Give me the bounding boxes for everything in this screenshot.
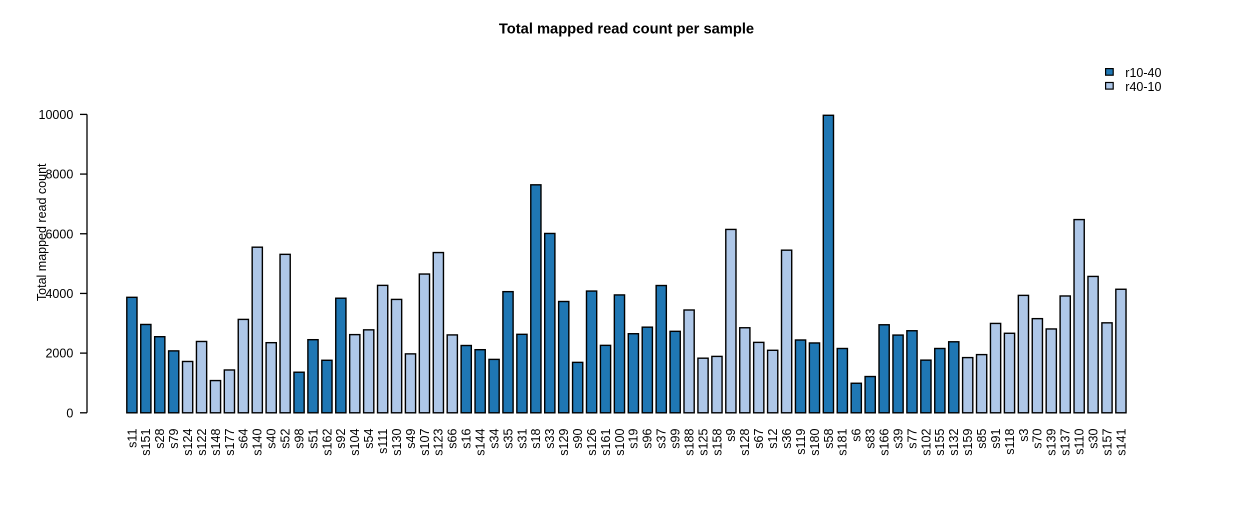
svg-text:s52: s52 — [278, 429, 292, 449]
svg-text:6000: 6000 — [45, 227, 73, 241]
svg-text:s11: s11 — [125, 429, 139, 448]
svg-text:4000: 4000 — [45, 287, 73, 301]
svg-text:s91: s91 — [989, 429, 1003, 449]
svg-text:s90: s90 — [571, 429, 585, 449]
svg-text:s119: s119 — [794, 429, 808, 455]
svg-text:s151: s151 — [139, 429, 153, 456]
svg-text:Total mapped read count: Total mapped read count — [35, 163, 49, 301]
svg-text:s34: s34 — [487, 429, 501, 449]
svg-text:s31: s31 — [515, 429, 529, 449]
svg-text:s35: s35 — [501, 429, 515, 449]
svg-text:s9: s9 — [724, 429, 738, 442]
svg-text:s85: s85 — [975, 429, 989, 449]
svg-text:s128: s128 — [738, 429, 752, 456]
svg-text:s140: s140 — [251, 429, 265, 456]
svg-text:s96: s96 — [641, 429, 655, 449]
svg-text:s98: s98 — [292, 429, 306, 449]
svg-text:8000: 8000 — [45, 168, 73, 182]
svg-text:s28: s28 — [153, 429, 167, 449]
svg-text:s79: s79 — [167, 429, 181, 449]
svg-text:s39: s39 — [891, 429, 905, 449]
svg-text:s188: s188 — [682, 429, 696, 456]
svg-text:s161: s161 — [599, 429, 613, 456]
svg-text:s49: s49 — [404, 429, 418, 449]
svg-text:s181: s181 — [836, 429, 850, 456]
svg-text:s162: s162 — [320, 429, 334, 456]
svg-text:s159: s159 — [961, 429, 975, 456]
svg-text:s64: s64 — [237, 429, 251, 449]
svg-text:2000: 2000 — [45, 347, 73, 361]
svg-text:s58: s58 — [822, 429, 836, 449]
svg-text:s124: s124 — [181, 429, 195, 456]
svg-text:s129: s129 — [557, 429, 571, 456]
svg-text:s100: s100 — [613, 429, 627, 456]
svg-text:s122: s122 — [195, 429, 209, 456]
svg-text:Total mapped read count per sa: Total mapped read count per sample — [499, 22, 754, 38]
svg-text:s92: s92 — [334, 429, 348, 449]
svg-text:s102: s102 — [919, 429, 933, 456]
svg-text:s54: s54 — [362, 429, 376, 449]
svg-text:s99: s99 — [669, 429, 683, 449]
svg-text:s132: s132 — [947, 429, 961, 456]
svg-text:s67: s67 — [752, 429, 766, 449]
svg-text:s111: s111 — [376, 429, 390, 454]
svg-text:s158: s158 — [710, 429, 724, 456]
svg-text:s137: s137 — [1059, 429, 1073, 456]
svg-text:s37: s37 — [655, 429, 669, 449]
svg-text:s157: s157 — [1100, 429, 1114, 456]
svg-text:s16: s16 — [460, 429, 474, 449]
svg-text:s126: s126 — [585, 429, 599, 456]
svg-text:s155: s155 — [933, 429, 947, 456]
svg-text:s110: s110 — [1072, 429, 1086, 455]
svg-text:s104: s104 — [348, 429, 362, 456]
svg-text:s12: s12 — [766, 429, 780, 449]
svg-text:s118: s118 — [1003, 429, 1017, 455]
svg-text:r10-40: r10-40 — [1125, 66, 1161, 80]
svg-text:s3: s3 — [1017, 429, 1031, 442]
svg-text:s19: s19 — [627, 429, 641, 449]
svg-text:s139: s139 — [1045, 429, 1059, 456]
svg-text:10000: 10000 — [39, 108, 74, 122]
svg-text:s83: s83 — [864, 429, 878, 449]
svg-text:0: 0 — [66, 406, 73, 420]
svg-text:s51: s51 — [306, 429, 320, 449]
svg-text:s70: s70 — [1031, 429, 1045, 449]
svg-text:s33: s33 — [543, 429, 557, 449]
svg-text:s123: s123 — [432, 429, 446, 456]
svg-text:r40-10: r40-10 — [1125, 80, 1161, 94]
svg-text:s130: s130 — [390, 429, 404, 456]
svg-text:s125: s125 — [696, 429, 710, 456]
svg-text:s177: s177 — [223, 429, 237, 456]
svg-text:s36: s36 — [780, 429, 794, 449]
svg-text:s166: s166 — [877, 429, 891, 456]
svg-text:s66: s66 — [446, 429, 460, 449]
svg-text:s6: s6 — [850, 429, 864, 442]
svg-text:s40: s40 — [265, 429, 279, 449]
svg-text:s180: s180 — [808, 429, 822, 456]
svg-text:s18: s18 — [529, 429, 543, 449]
svg-text:s141: s141 — [1114, 429, 1128, 456]
svg-text:s107: s107 — [418, 429, 432, 456]
svg-text:s77: s77 — [905, 429, 919, 449]
svg-text:s30: s30 — [1086, 429, 1100, 449]
svg-text:s144: s144 — [474, 429, 488, 456]
svg-text:s148: s148 — [209, 429, 223, 456]
